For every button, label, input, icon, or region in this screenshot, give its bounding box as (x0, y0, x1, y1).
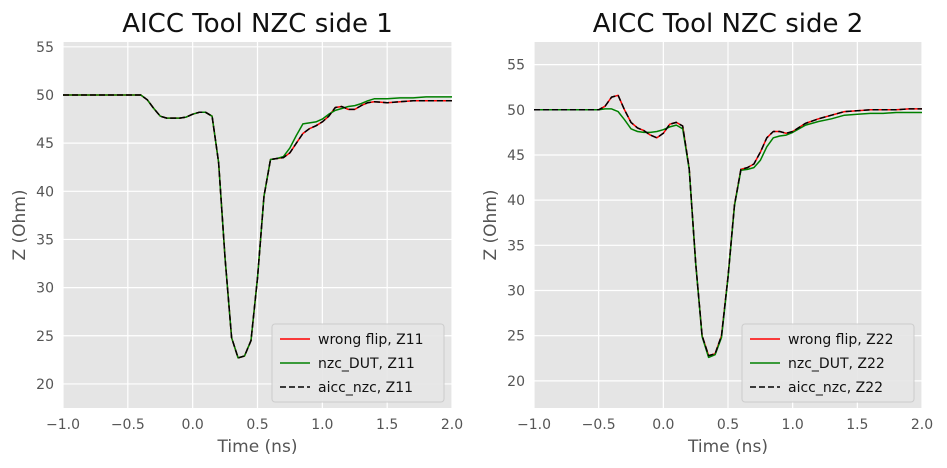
legend-entry: nzc_DUT, Z11 (318, 356, 415, 372)
x-tick-label: −1.0 (517, 417, 551, 433)
x-tick-label: 1.5 (376, 417, 398, 433)
chart-panel-1: −1.0 −0.5 0.0 0.5 1.0 1.5 2.0 20 25 30 35 40 45 50 55 A… (10, 9, 463, 457)
y-tick-label: 55 (36, 40, 54, 56)
y-tick-label: 40 (507, 193, 525, 209)
y-tick-label: 20 (36, 377, 54, 393)
legend-box (271, 323, 445, 403)
series-line-3 (63, 94, 452, 359)
x-tick-label: −0.5 (582, 417, 616, 433)
y-tick-label: 35 (507, 238, 525, 254)
series-line-3 (534, 94, 922, 357)
x-tick-label: 1.0 (311, 417, 333, 433)
chart-title: AICC Tool NZC side 1 (122, 9, 393, 39)
y-tick-label: 30 (36, 281, 54, 297)
y-tick-label: 45 (36, 136, 54, 152)
y-tick-label: 50 (36, 88, 54, 104)
x-tick-label: 0.0 (652, 417, 674, 433)
chart-panel-2: −1.0 −0.5 0.0 0.5 1.0 1.5 2.0 20 25 30 35 40 45 50 55 A… (481, 9, 933, 457)
legend: wrong flip, Z22 nzc_DUT, Z22 aicc_nzc, Z22 (741, 323, 915, 403)
y-axis-label: Z (Ohm) (10, 189, 30, 260)
x-tick-label: 2.0 (911, 417, 933, 433)
y-tick-label: 30 (507, 284, 525, 300)
y-tick-label: 20 (507, 374, 525, 390)
x-tick-label: 0.0 (182, 417, 204, 433)
legend-entry: aicc_nzc, Z22 (788, 380, 883, 396)
x-tick-label: 0.5 (717, 417, 739, 433)
y-tick-label: 50 (507, 103, 525, 119)
y-tick-label: 25 (36, 329, 54, 345)
x-axis-label: Time (ns) (687, 437, 768, 457)
y-tick-label: 25 (507, 329, 525, 345)
x-tick-label: −1.0 (46, 417, 80, 433)
x-tick-label: 2.0 (441, 417, 463, 433)
legend-box (741, 323, 915, 403)
legend-entry: wrong flip, Z11 (318, 332, 424, 348)
x-tick-label: 1.0 (782, 417, 804, 433)
legend: wrong flip, Z11 nzc_DUT, Z11 aicc_nzc, Z11 (271, 323, 445, 403)
x-tick-label: 0.5 (246, 417, 268, 433)
y-tick-label: 35 (36, 232, 54, 248)
y-tick-label: 40 (36, 184, 54, 200)
legend-entry: nzc_DUT, Z22 (788, 356, 885, 372)
y-axis-label: Z (Ohm) (481, 189, 501, 260)
legend-entry: wrong flip, Z22 (788, 332, 894, 348)
x-axis-label: Time (ns) (217, 437, 298, 457)
y-tick-label: 55 (507, 58, 525, 74)
legend-entry: aicc_nzc, Z11 (318, 380, 413, 396)
chart-title: AICC Tool NZC side 2 (593, 9, 864, 39)
x-tick-label: 1.5 (846, 417, 868, 433)
y-tick-label: 45 (507, 148, 525, 164)
x-tick-label: −0.5 (111, 417, 145, 433)
